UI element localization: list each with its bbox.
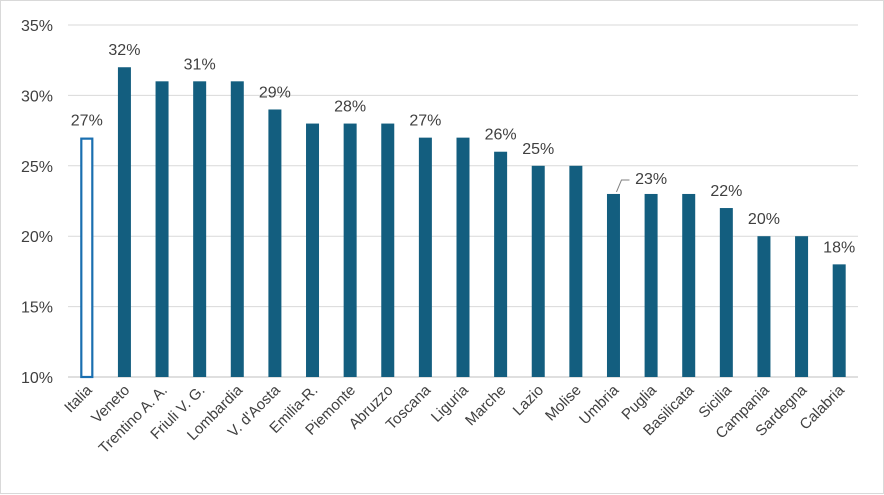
data-label: 27% xyxy=(409,113,441,130)
data-label: 29% xyxy=(259,84,291,101)
bar xyxy=(832,264,846,377)
y-tick-label: 30% xyxy=(21,88,53,105)
bar xyxy=(456,137,470,377)
data-labels: 27% 32% 31% 29% 28% 27% 26% 25% 23% 22% 20% 18% xyxy=(71,42,855,256)
data-label: 18% xyxy=(823,239,855,256)
data-label: 25% xyxy=(522,141,554,158)
bar xyxy=(155,81,169,377)
bar xyxy=(381,123,395,377)
bar xyxy=(418,137,432,377)
category-label: Umbria xyxy=(576,381,623,428)
data-label: 28% xyxy=(334,99,366,116)
bar xyxy=(306,123,320,377)
y-tick-label: 20% xyxy=(21,229,53,246)
bar xyxy=(569,165,583,377)
bar xyxy=(230,81,244,377)
data-label: 27% xyxy=(71,113,103,130)
leader-line xyxy=(616,179,630,193)
data-label: 20% xyxy=(748,211,780,228)
bar xyxy=(117,67,131,378)
bar xyxy=(757,236,771,377)
data-label: 26% xyxy=(485,127,517,144)
bar xyxy=(795,236,809,377)
bar-highlighted xyxy=(80,137,94,379)
bar xyxy=(606,193,620,377)
y-tick-label: 10% xyxy=(21,370,53,387)
y-tick-label: 25% xyxy=(21,159,53,176)
category-label: Lazio xyxy=(510,382,547,419)
y-axis-ticks: 10% 15% 20% 25% 30% 35% xyxy=(21,18,53,387)
data-label: 22% xyxy=(710,183,742,200)
bars xyxy=(80,67,846,379)
data-label: 31% xyxy=(184,56,216,73)
bar xyxy=(719,208,733,377)
y-tick-label: 15% xyxy=(21,300,53,317)
bar xyxy=(343,123,357,377)
category-label: Marche xyxy=(462,382,509,429)
data-label: 32% xyxy=(108,42,140,59)
bar xyxy=(644,193,658,377)
bar xyxy=(494,151,508,377)
bar xyxy=(531,165,545,377)
bar xyxy=(268,109,282,377)
y-tick-label: 35% xyxy=(21,18,53,35)
data-label: 23% xyxy=(635,171,667,188)
bar xyxy=(682,193,696,377)
bar xyxy=(193,81,207,377)
